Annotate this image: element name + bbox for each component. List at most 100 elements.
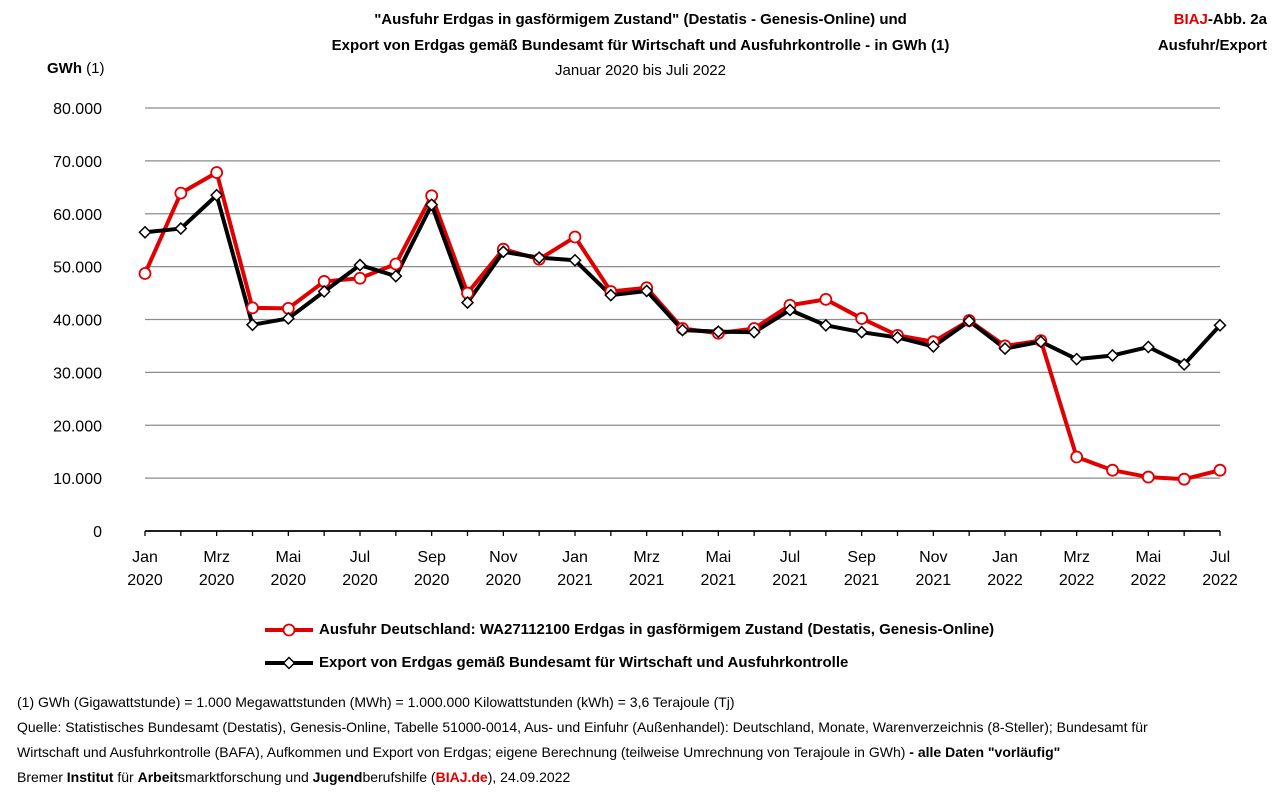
footnote-source-line2: Wirtschaft und Ausfuhrkontrolle (BAFA), … [17,744,1060,760]
y-tick-label: 80.000 [53,101,102,118]
x-tick-label-year: 2020 [127,572,163,589]
data-point-export [245,318,260,332]
x-tick-label-year: 2020 [271,572,307,589]
footnote-source-text: Wirtschaft und Ausfuhrkontrolle (BAFA), … [17,744,906,760]
data-point-export [138,225,152,239]
x-tick-label-month: Mai [275,549,301,566]
x-tick-label-month: Mai [1135,549,1161,566]
x-tick-label-year: 2022 [987,572,1023,589]
data-point-export [1213,318,1227,332]
data-point-ausfuhr [174,186,188,200]
publisher-text: berufshilfe ( [362,769,436,785]
data-point-export [604,288,618,302]
y-tick-label: 60.000 [53,207,102,224]
data-point-export [819,318,833,332]
x-tick-label-month: Jul [1210,549,1230,566]
data-point-ausfuhr [138,267,152,280]
brand-label: BIAJ-Abb. 2a [1174,11,1267,28]
y-tick-label: 10.000 [53,471,102,488]
footnote-unit: (1) GWh (Gigawattstunde) = 1.000 Megawat… [17,694,735,710]
footnote-preliminary-note: - alle Daten "vorläufig" [905,744,1061,760]
data-point-ausfuhr [1106,463,1119,477]
x-tick-label-year: 2021 [916,572,952,589]
x-tick-label-year: 2020 [199,572,235,589]
data-point-ausfuhr [568,230,582,244]
gridlines [145,107,1220,479]
x-tick-label-month: Nov [919,549,947,566]
data-point-export [174,221,188,236]
y-axis-footnote-ref: (1) [82,60,105,77]
y-tick-label: 20.000 [53,418,102,435]
x-tick-label-year: 2020 [414,572,450,589]
data-point-export [640,284,654,298]
data-point-ausfuhr [819,293,833,306]
legend-item-export: Export von Erdgas gemäß Bundesamt für Wi… [265,654,848,671]
data-point-export [926,339,940,354]
data-point-export [353,258,367,272]
x-tick-label-month: Mai [705,549,731,566]
data-point-ausfuhr [353,271,367,285]
data-point-export [1141,340,1155,354]
data-point-export [1070,352,1084,366]
brand-biaj: BIAJ [1173,11,1208,28]
legend-label-export: Export von Erdgas gemäß Bundesamt für Wi… [319,654,849,671]
data-point-export [317,284,331,299]
brand-figure-number: -Abb. 2a [1207,11,1267,28]
data-point-export [210,188,224,202]
data-point-export [890,330,905,345]
data-point-export [855,325,869,339]
chart-title-line1: "Ausfuhr Erdgas in gasförmigem Zustand" … [374,11,907,28]
legend-marker-black-diamond [265,655,313,670]
publisher-text: smarktforschung und [178,769,313,785]
legend-item-ausfuhr: Ausfuhr Deutschland: WA27112100 Erdgas i… [265,621,994,638]
brand-subtitle: Ausfuhr/Export [1157,37,1267,54]
series-line-2 [144,193,1222,367]
x-tick-label-month: Mrz [203,549,230,566]
publisher-text: für [113,769,138,785]
y-tick-label: 70.000 [53,154,102,171]
publisher-text-bold: Institut [66,769,114,785]
data-point-export [711,325,725,339]
x-axis: Jan 2020 Mrz 2020 Mai 2020 Jul 2020 Sep 2020 Nov 20… [127,530,1238,589]
y-tick-label: 30.000 [53,365,102,382]
data-point-export [1034,335,1048,349]
chart-title-line2: Export von Erdgas gemäß Bundesamt für Wi… [331,37,950,54]
x-tick-label-month: Jul [350,549,370,566]
y-axis-unit: GWh [47,60,82,77]
legend-marker-red-circle [265,623,313,636]
data-point-export [532,251,546,265]
x-tick-label-year: 2021 [629,572,665,589]
x-tick-label-year: 2020 [342,572,378,589]
x-tick-label-month: Nov [489,549,517,566]
x-tick-label-month: Sep [417,549,446,566]
publisher-text-bold: Arbeit [137,769,179,785]
data-series [138,166,1227,486]
publisher-text-bold: Jugend [312,769,363,785]
y-axis-label: GWh (1) [47,60,105,77]
data-point-export [568,253,582,267]
data-point-export [425,198,439,212]
publisher-text: Bremer [17,769,67,785]
x-tick-label-year: 2022 [1059,572,1095,589]
y-tick-label: 0 [93,524,102,541]
x-tick-label-year: 2021 [557,572,593,589]
footnote-source-line1: Quelle: Statistisches Bundesamt (Destati… [17,719,1148,735]
data-point-export [1105,348,1120,363]
x-tick-label-month: Sep [847,549,876,566]
x-tick-label-year: 2021 [701,572,737,589]
x-tick-label-year: 2021 [772,572,808,589]
data-point-ausfuhr [389,257,403,271]
x-tick-label-month: Mrz [633,549,660,566]
x-tick-label-month: Jan [992,549,1018,566]
data-point-ausfuhr [1177,472,1191,486]
data-point-export [496,245,510,259]
y-tick-labels: 0 10.000 20.000 30.000 40.000 50.000 60.000 70.… [53,101,102,541]
biaj-website-link[interactable]: BIAJ.de [435,769,488,785]
data-point-export [281,311,295,326]
legend-label-ausfuhr: Ausfuhr Deutschland: WA27112100 Erdgas i… [319,621,995,638]
data-point-ausfuhr [210,166,224,179]
x-tick-label-year: 2022 [1131,572,1167,589]
data-point-export [460,296,475,310]
data-point-export [783,303,797,317]
data-point-ausfuhr [246,301,259,315]
